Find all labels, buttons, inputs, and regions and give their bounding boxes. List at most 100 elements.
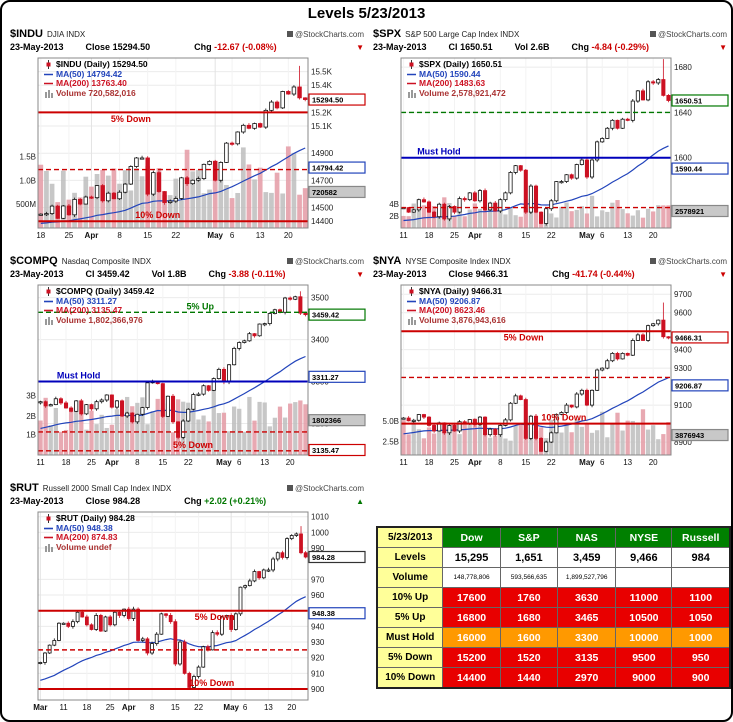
level-label: 5% Down: [504, 333, 544, 343]
table-cell: 17600: [442, 587, 501, 608]
svg-text:15: 15: [521, 458, 530, 467]
svg-text:910: 910: [311, 669, 325, 678]
table-cell: 14400: [442, 667, 501, 689]
table-cell: 1440: [499, 667, 559, 689]
svg-text:9466.31: 9466.31: [675, 333, 702, 342]
table-cell: 9000: [615, 667, 673, 689]
chart-symbol: $SPX: [373, 28, 402, 40]
table-cell: 1100: [671, 587, 731, 608]
svg-text:May: May: [579, 458, 595, 467]
svg-text:Apr: Apr: [122, 703, 136, 712]
table-cell: 900: [671, 667, 731, 689]
svg-text:2.5B: 2.5B: [383, 437, 399, 446]
chart-icon: [286, 31, 293, 37]
svg-text:May: May: [579, 231, 595, 240]
svg-text:25: 25: [64, 231, 73, 240]
svg-text:1.0B: 1.0B: [20, 176, 36, 185]
table-cell: 3465: [557, 607, 617, 628]
table-column-nas: NAS: [557, 526, 617, 548]
svg-text:15: 15: [171, 703, 180, 712]
close-group: Close 15294.50: [85, 42, 151, 52]
table-row-label: 10% Up: [376, 587, 444, 608]
svg-text:1650.51: 1650.51: [675, 96, 702, 105]
svg-text:13: 13: [623, 231, 632, 240]
svg-text:970: 970: [311, 575, 325, 584]
level-label: 5% Down: [173, 440, 213, 450]
svg-text:11: 11: [399, 231, 408, 240]
svg-text:15.4K: 15.4K: [311, 81, 333, 90]
stockcharts-credit: @StockCharts.com: [286, 257, 364, 266]
svg-text:920: 920: [311, 654, 325, 663]
table-row-label: Volume: [376, 567, 444, 588]
svg-text:6: 6: [600, 458, 605, 467]
svg-text:14794.42: 14794.42: [312, 164, 343, 173]
chart-date: 23-May-2013: [373, 269, 427, 279]
level-label: Must Hold: [417, 147, 461, 157]
svg-text:Apr: Apr: [105, 458, 119, 467]
svg-text:1600: 1600: [674, 154, 692, 163]
table-row-label: Levels: [376, 547, 444, 568]
svg-text:13: 13: [264, 703, 273, 712]
svg-text:8: 8: [498, 458, 503, 467]
svg-text:1640: 1640: [674, 108, 692, 117]
svg-text:22: 22: [547, 231, 556, 240]
svg-text:Mar: Mar: [33, 703, 47, 712]
axis-price-box: [308, 93, 366, 106]
svg-text:15: 15: [521, 231, 530, 240]
change-group: Chg -3.88 (-0.11%): [208, 269, 286, 279]
axis-price-box: [308, 308, 366, 321]
table-cell: 1600: [499, 627, 559, 648]
svg-text:990: 990: [311, 544, 325, 553]
svg-text:9600: 9600: [674, 309, 692, 318]
chart-header: $RUT Russell 2000 Small Cap Index INDX @…: [8, 482, 366, 496]
axis-price-box: [671, 94, 729, 107]
svg-text:9206.87: 9206.87: [675, 381, 702, 390]
table-cell: 3,459: [557, 547, 617, 568]
svg-text:13: 13: [623, 458, 632, 467]
chart-header: $INDU DJIA INDX @StockCharts.com: [8, 28, 366, 42]
chart-compq: $COMPQ Nasdaq Composite INDX @StockChart…: [8, 255, 366, 468]
axis-price-box: [308, 370, 366, 383]
chart-indu: $INDU DJIA INDX @StockCharts.com 23-May-…: [8, 28, 366, 241]
table-cell: 3135: [557, 647, 617, 668]
stockcharts-credit: @StockCharts.com: [286, 484, 364, 493]
axis-price-box: [671, 204, 729, 218]
svg-text:9100: 9100: [674, 401, 692, 410]
svg-text:8900: 8900: [674, 438, 692, 447]
axis-price-box: [671, 162, 729, 175]
svg-text:22: 22: [194, 703, 203, 712]
svg-text:20: 20: [286, 458, 295, 467]
svg-text:6: 6: [600, 231, 605, 240]
svg-text:11: 11: [59, 703, 68, 712]
table-row-5-up: 5% Up 16800 1680 3465 10500 1050: [376, 607, 731, 628]
table-cell: 15,295: [442, 547, 501, 568]
level-label: 5% Down: [111, 114, 151, 124]
level-label: 10% Down: [189, 678, 234, 688]
chart-index-name: S&P 500 Large Cap Index INDX: [405, 30, 520, 39]
chart-index-name: DJIA INDX: [47, 30, 86, 39]
axis-price-box: [308, 550, 366, 564]
svg-text:22: 22: [547, 458, 556, 467]
svg-text:3B: 3B: [26, 392, 36, 401]
price-plot-nya: 5% Down 10% Down 9700 9600 9400 9300 9100 8900 5…: [383, 284, 729, 467]
table-column-russell: Russell: [671, 526, 731, 548]
svg-text:18: 18: [425, 458, 434, 467]
svg-text:9400: 9400: [674, 346, 692, 355]
close-group: Close 984.28: [85, 496, 141, 506]
chart-icon: [649, 31, 656, 37]
svg-text:14700: 14700: [311, 176, 334, 185]
svg-text:8: 8: [117, 231, 122, 240]
chart-symbol: $INDU: [10, 28, 44, 40]
svg-text:940: 940: [311, 622, 325, 631]
svg-text:22: 22: [184, 458, 193, 467]
chart-icon: [649, 258, 656, 264]
svg-text:500M: 500M: [16, 200, 36, 209]
change-group: Chg +2.02 (+0.21%): [184, 496, 267, 506]
stockcharts-credit: @StockCharts.com: [649, 257, 727, 266]
level-label: Must Hold: [57, 371, 101, 381]
svg-text:22: 22: [171, 231, 180, 240]
svg-text:6: 6: [230, 231, 235, 240]
table-cell: 15200: [442, 647, 501, 668]
svg-text:May: May: [207, 231, 223, 240]
svg-text:25: 25: [87, 458, 96, 467]
